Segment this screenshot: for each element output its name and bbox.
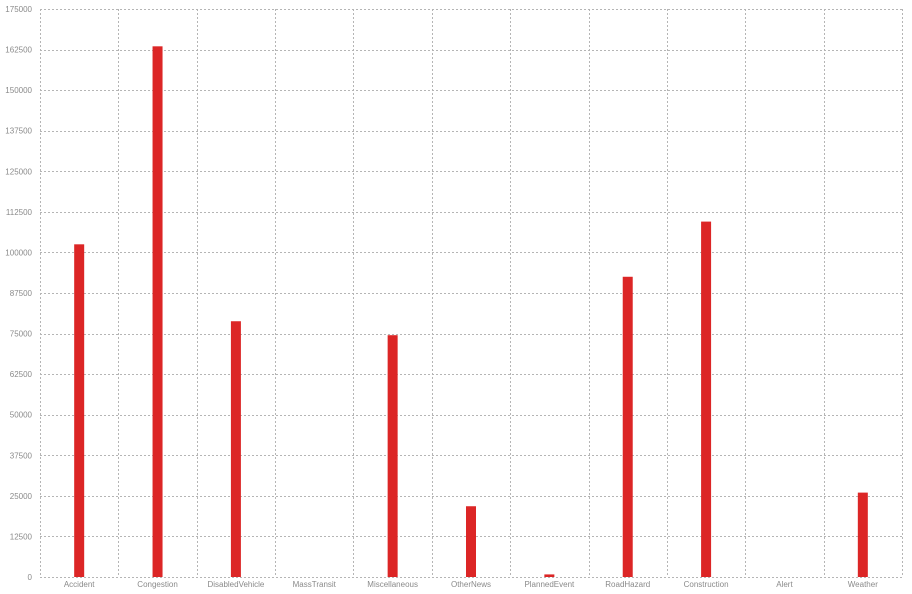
bars <box>74 46 868 578</box>
y-tick-label: 25000 <box>10 492 33 501</box>
x-tick-label: Weather <box>848 580 878 589</box>
bar-accident[interactable] <box>74 244 85 578</box>
x-tick-label: Congestion <box>137 580 177 589</box>
x-tick-label: Construction <box>684 580 729 589</box>
bar-congestion[interactable] <box>152 46 163 578</box>
y-tick-label: 100000 <box>5 248 32 257</box>
x-tick-label: RoadHazard <box>605 580 650 589</box>
x-tick-label: OtherNews <box>451 580 491 589</box>
x-tick-label: Miscellaneous <box>367 580 418 589</box>
y-tick-label: 125000 <box>5 167 32 176</box>
bar-disabledvehicle[interactable] <box>230 321 241 577</box>
y-axis: 0 12500 25000 37500 50000 62500 75000 87500 1000… <box>5 5 32 582</box>
bar-construction[interactable] <box>701 221 712 577</box>
y-tick-label: 137500 <box>5 127 32 136</box>
x-tick-label: Alert <box>776 580 793 589</box>
bar-weather[interactable] <box>857 492 868 577</box>
y-tick-label: 12500 <box>10 532 33 541</box>
x-axis: Accident Congestion DisabledVehicle MassTra… <box>64 580 878 589</box>
bar-othernews[interactable] <box>466 506 476 577</box>
y-tick-label: 87500 <box>10 289 33 298</box>
bar-roadhazard[interactable] <box>622 276 633 577</box>
grid <box>40 9 903 578</box>
y-tick-label: 62500 <box>10 370 33 379</box>
y-tick-label: 175000 <box>5 5 32 14</box>
y-tick-label: 0 <box>28 573 33 582</box>
x-tick-label: PlannedEvent <box>524 580 575 589</box>
y-tick-label: 50000 <box>10 411 33 420</box>
y-tick-label: 162500 <box>5 46 32 55</box>
y-tick-label: 112500 <box>6 208 33 217</box>
y-tick-label: 37500 <box>10 451 33 460</box>
bar-miscellaneous[interactable] <box>387 335 398 577</box>
x-tick-label: MassTransit <box>293 580 337 589</box>
y-tick-label: 75000 <box>10 330 33 339</box>
y-tick-label: 150000 <box>5 86 32 95</box>
bar-plannedevent[interactable] <box>544 574 555 577</box>
x-tick-label: DisabledVehicle <box>207 580 264 589</box>
x-tick-label: Accident <box>64 580 95 589</box>
